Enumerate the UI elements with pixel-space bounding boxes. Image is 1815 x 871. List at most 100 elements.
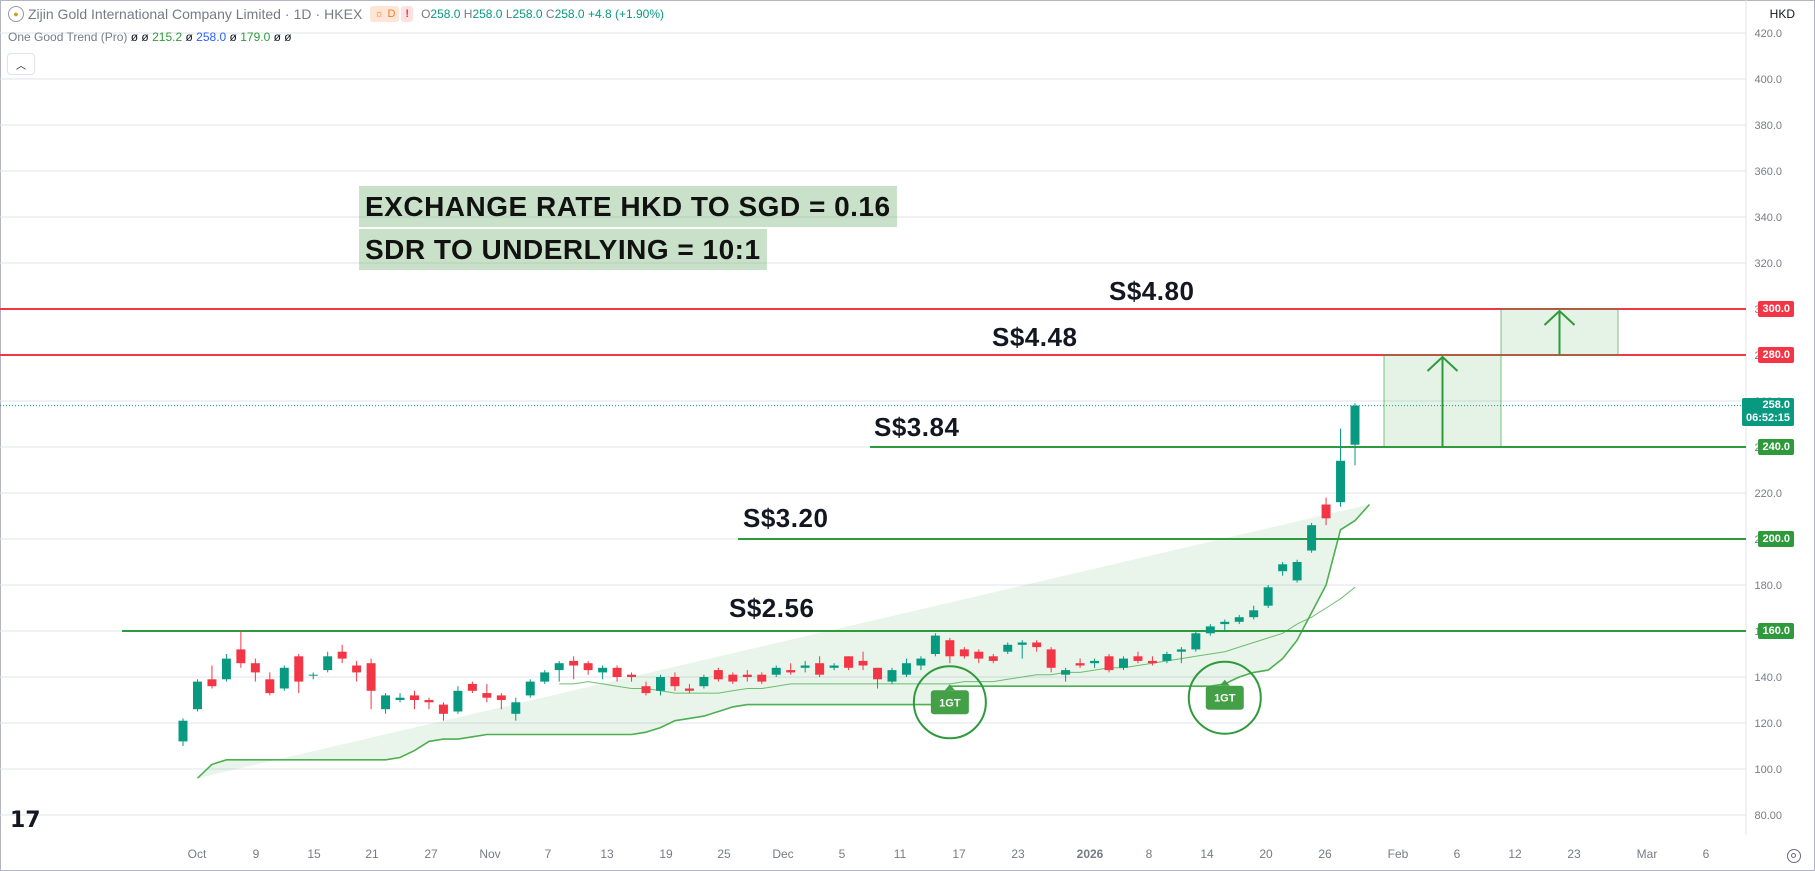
candle <box>829 665 839 668</box>
x-tick-label: 6 <box>1703 847 1710 861</box>
candle <box>1205 626 1215 634</box>
separator: · <box>284 6 290 22</box>
candle <box>381 695 391 710</box>
current-price-tag: 258.0 06:52:15 <box>1741 397 1794 426</box>
x-tick-label: 12 <box>1508 847 1522 861</box>
candle <box>337 651 347 659</box>
candle <box>1234 617 1244 622</box>
close-value: 258.0 <box>554 7 585 21</box>
separator: · <box>315 6 321 22</box>
candle <box>815 663 825 675</box>
candle <box>453 690 463 712</box>
candle <box>786 670 796 673</box>
candle <box>1191 633 1201 650</box>
settings-icon[interactable] <box>1787 849 1801 863</box>
signal-circle <box>1187 660 1262 735</box>
candle <box>192 681 202 710</box>
current-price-value: 258.0 <box>1762 398 1790 411</box>
candle <box>1046 649 1056 668</box>
gold-coin-icon[interactable]: ● <box>8 6 24 22</box>
interval-label[interactable]: 1D <box>293 6 312 22</box>
signal-label: 1GT <box>1214 693 1236 705</box>
chevron-up-icon: ︿ <box>16 60 26 72</box>
collapse-legend-button[interactable]: ︿ <box>7 53 35 75</box>
y-tick-label: 340.0 <box>1754 212 1782 224</box>
candle <box>1104 656 1114 671</box>
candle <box>511 702 521 714</box>
candle <box>1263 587 1273 606</box>
candle <box>858 660 868 666</box>
candle <box>959 649 969 657</box>
x-tick-label: 13 <box>600 847 614 861</box>
tradingview-logo[interactable]: 17 <box>10 808 41 833</box>
candle <box>655 677 665 691</box>
x-tick-label: Feb <box>1388 847 1409 861</box>
indicator-name[interactable]: One Good Trend (Pro) <box>8 30 128 44</box>
y-tick-label: 100.0 <box>1754 764 1782 776</box>
x-tick-label: 8 <box>1146 847 1153 861</box>
level-label[interactable]: S$4.48 <box>992 322 1078 352</box>
level-label[interactable]: S$4.80 <box>1109 276 1195 306</box>
candle <box>873 667 883 680</box>
candle <box>1350 405 1360 445</box>
target-arrow-head <box>1543 309 1576 326</box>
sdr-ratio-note[interactable]: SDR TO UNDERLYING = 10:1 <box>359 229 767 270</box>
x-tick-label: 11 <box>894 847 907 861</box>
indicator-value: 179.0 <box>240 30 271 44</box>
candle <box>1249 610 1259 618</box>
candle <box>467 683 477 691</box>
candle <box>1061 670 1071 675</box>
candle <box>974 651 984 659</box>
alert-badge[interactable]: ! <box>401 6 414 22</box>
exchange-rate-note[interactable]: EXCHANGE RATE HKD TO SGD = 0.16 <box>359 186 897 227</box>
market-status-badge[interactable]: ☼ D <box>370 6 400 22</box>
trend-baseline-line <box>559 586 1356 694</box>
low-key: L <box>505 7 513 21</box>
candle <box>221 658 231 680</box>
indicator-legend[interactable]: One Good Trend (Pro) ø ø 215.2 ø 258.0 ø… <box>8 30 292 44</box>
candle <box>323 656 333 671</box>
change-value: +4.8 (+1.90%) <box>587 7 664 21</box>
signal-badge <box>1205 685 1244 710</box>
candle <box>887 670 897 682</box>
level-label[interactable]: S$3.20 <box>743 503 829 533</box>
x-tick-label: 9 <box>253 847 260 861</box>
candle <box>496 695 506 700</box>
candle <box>800 665 810 668</box>
candle <box>1147 660 1157 664</box>
signal-badge <box>930 690 969 715</box>
indicator-value: ø <box>284 30 292 44</box>
bar-countdown: 06:52:15 <box>1745 411 1790 424</box>
symbol-name[interactable]: Zijin Gold International Company Limited <box>28 6 281 22</box>
x-tick-label: 21 <box>365 847 379 861</box>
candle <box>901 663 911 675</box>
indicator-value: 258.0 <box>196 30 227 44</box>
level-label[interactable]: S$2.56 <box>729 593 815 623</box>
price-tag: 300.0 <box>1758 301 1794 317</box>
candle <box>1032 642 1042 648</box>
candle <box>1133 656 1143 661</box>
trend-stop-line <box>196 503 1371 779</box>
candle <box>1278 564 1288 572</box>
x-tick-label: Nov <box>479 847 500 861</box>
level-label[interactable]: S$3.84 <box>874 412 960 442</box>
price-tag: 240.0 <box>1758 439 1794 455</box>
y-tick-label: 220.0 <box>1754 488 1782 500</box>
candle <box>1162 654 1172 661</box>
candle <box>1176 649 1186 652</box>
high-value: 258.0 <box>472 7 503 21</box>
x-tick-label: Mar <box>1637 847 1658 861</box>
open-value: 258.0 <box>430 7 461 21</box>
signal-label: 1GT <box>939 697 961 709</box>
y-tick-label: 140.0 <box>1754 672 1782 684</box>
candle <box>1307 525 1317 551</box>
signal-badge-pointer <box>1219 679 1230 686</box>
currency-label[interactable]: HKD <box>1769 7 1795 21</box>
x-tick-label: 15 <box>307 847 321 861</box>
indicator-value: ø <box>130 30 139 44</box>
x-tick-label: Dec <box>772 847 793 861</box>
candle <box>844 656 854 668</box>
trend-cloud <box>197 504 1370 779</box>
target-arrow-head <box>1426 355 1459 372</box>
